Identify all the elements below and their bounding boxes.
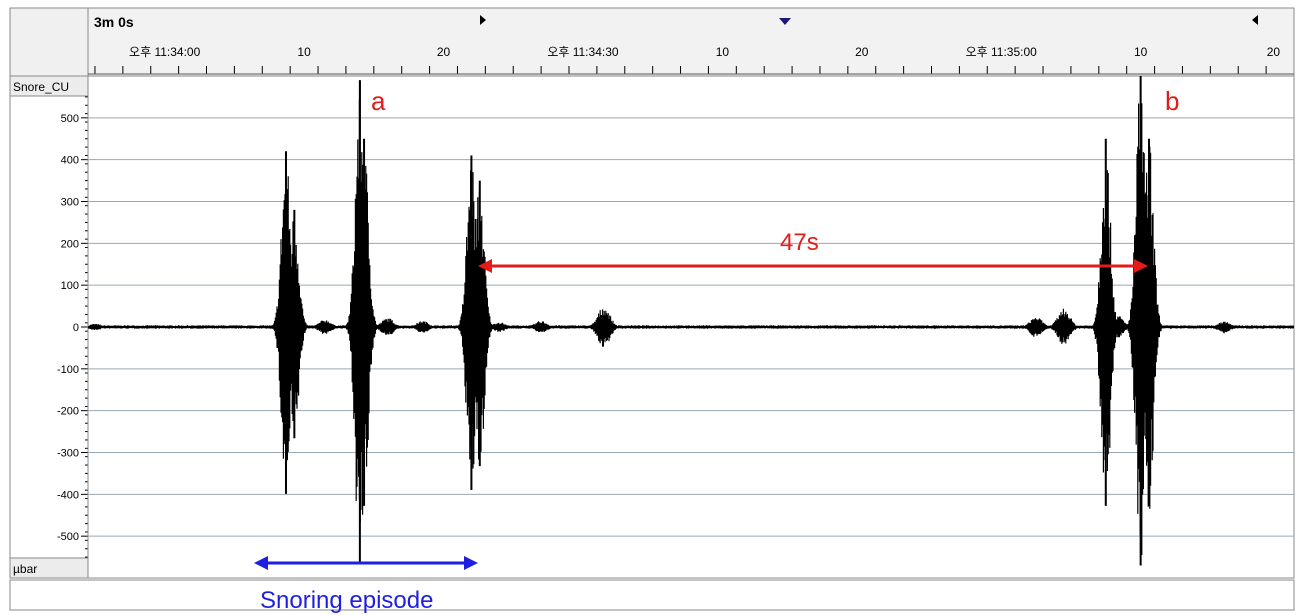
y-tick-label: -200 <box>57 406 79 418</box>
unit-label: µbar <box>13 562 37 576</box>
channel-name[interactable]: Snore_CU <box>13 80 69 94</box>
ruler-label: 10 <box>1134 45 1148 59</box>
interval-label: 47s <box>780 229 819 256</box>
ruler-label: 20 <box>1267 45 1281 59</box>
y-tick-label: 0 <box>73 322 79 334</box>
y-axis-panel: Snore_CU µbar 500 400 300 200 100 0 -100 -200 -3… <box>9 75 89 579</box>
ruler-ticks <box>94 66 1267 74</box>
range-end-icon[interactable] <box>1252 15 1258 25</box>
ruler-label: 20 <box>437 45 451 59</box>
signal-trace <box>88 76 1294 566</box>
y-tick-label: 400 <box>61 155 79 167</box>
header-corner <box>9 7 89 77</box>
y-tick-labels: 500 400 300 200 100 0 -100 -200 -300 -400 -500 <box>57 113 79 543</box>
y-tick-label: 100 <box>61 280 79 292</box>
ruler-label: 오후 11:34:00 <box>129 45 201 59</box>
annotation-a: a <box>371 86 386 116</box>
signal-waveform <box>88 81 1294 555</box>
ruler-labels: 오후 11:34:00 10 20 오후 11:34:30 10 20 오후 11:35:0… <box>129 45 1280 59</box>
interval-arrow <box>478 259 1148 273</box>
ruler-label: 20 <box>855 45 869 59</box>
ruler-label: 오후 11:35:00 <box>966 45 1038 59</box>
y-tick-label: -400 <box>57 489 79 501</box>
time-ruler[interactable]: 3m 0s 오후 11:34:00 10 20 오후 11:34:30 10 20 오후 1… <box>87 7 1295 77</box>
ruler-label: 10 <box>716 45 730 59</box>
duration-label: 3m 0s <box>94 14 134 30</box>
range-start-icon[interactable] <box>480 15 486 25</box>
ruler-label: 오후 11:34:30 <box>547 45 619 59</box>
cursor-marker-icon[interactable] <box>779 18 791 25</box>
y-tick-label: 300 <box>61 197 79 209</box>
bottom-strip <box>9 579 1295 611</box>
y-tick-label: -500 <box>57 531 79 543</box>
y-tick-label: -300 <box>57 448 79 460</box>
y-tick-label: -100 <box>57 364 79 376</box>
y-tick-label: 500 <box>61 113 79 125</box>
y-tick-label: 200 <box>61 238 79 250</box>
ruler-label: 10 <box>297 45 311 59</box>
episode-arrow <box>254 556 478 570</box>
episode-label: Snoring episode <box>260 587 433 614</box>
annotation-b: b <box>1165 86 1179 116</box>
